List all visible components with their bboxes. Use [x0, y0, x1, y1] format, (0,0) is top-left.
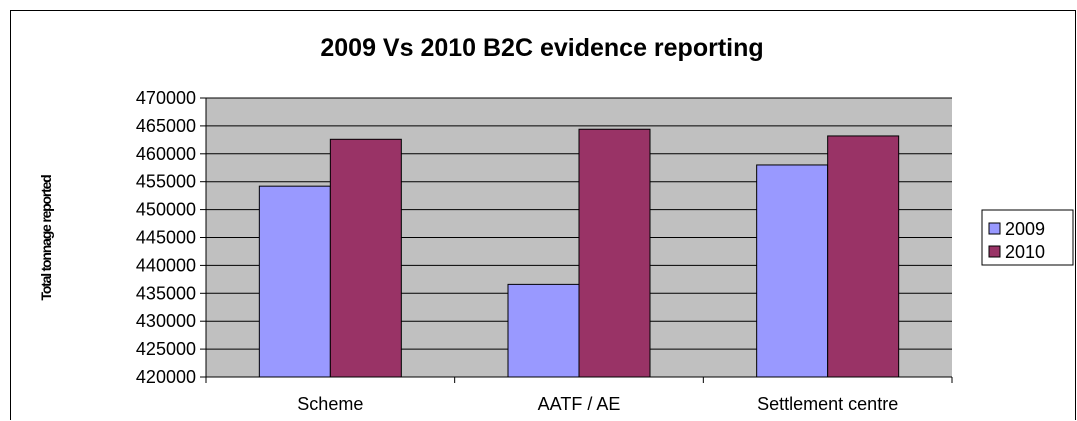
legend-swatch-2010 — [988, 245, 1001, 258]
bar-2009-0 — [258, 185, 331, 378]
legend: 2009 2010 — [981, 209, 1074, 266]
y-tick-label: 440000 — [136, 255, 196, 275]
legend-swatch-2009 — [988, 222, 1001, 235]
y-tick-label: 420000 — [136, 367, 196, 387]
y-tick-label: 460000 — [136, 144, 196, 164]
y-axis-label: Total tonnage reported — [38, 175, 54, 301]
bar-2010-0 — [329, 138, 402, 378]
y-tick-label: 455000 — [136, 172, 196, 192]
y-tick-label: 430000 — [136, 311, 196, 331]
x-tick-label: AATF / AE — [538, 394, 621, 414]
legend-label-2010: 2010 — [1005, 242, 1045, 262]
chart-title: 2009 Vs 2010 B2C evidence reporting — [320, 34, 763, 62]
y-tick-label: 425000 — [136, 339, 196, 359]
bars — [258, 128, 900, 378]
y-tick-label: 465000 — [136, 116, 196, 136]
y-tick-label: 470000 — [136, 88, 196, 108]
bar-2009-1 — [507, 283, 580, 378]
bar-2009-2 — [756, 164, 829, 378]
x-tick-label: Settlement centre — [757, 394, 898, 414]
y-tick-label: 435000 — [136, 283, 196, 303]
bar-2010-2 — [827, 135, 900, 378]
legend-label-2009: 2009 — [1005, 219, 1045, 239]
x-tick-labels: Scheme AATF / AE Settlement centre — [297, 394, 898, 414]
y-tick-labels: 420000 425000 430000 435000 440000 445000 4500… — [136, 88, 206, 387]
bar-2010-1 — [578, 128, 651, 378]
x-tick-label: Scheme — [297, 394, 363, 414]
y-tick-label: 450000 — [136, 200, 196, 220]
y-tick-label: 445000 — [136, 228, 196, 248]
